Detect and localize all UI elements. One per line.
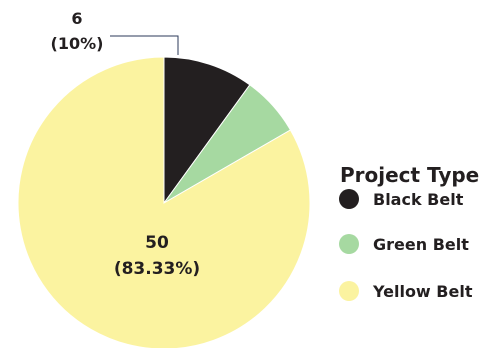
legend: Project Type Black Belt Green Belt Yello… [339,163,479,301]
pie-slices [17,56,311,348]
black-belt-value-label: 6 [71,9,82,28]
legend-swatch-green-belt [339,234,359,254]
yellow-belt-percent-label: (83.33%) [114,259,200,279]
legend-label-yellow-belt: Yellow Belt [372,282,473,301]
black-belt-leader-line [110,35,179,55]
legend-label-green-belt: Green Belt [373,235,469,254]
pie-slice-yellow-belt [17,56,311,348]
legend-title: Project Type [340,163,479,187]
yellow-belt-value-label: 50 [145,233,169,253]
legend-swatch-black-belt [339,189,359,209]
legend-label-black-belt: Black Belt [373,190,464,209]
black-belt-percent-label: (10%) [51,34,104,53]
legend-swatch-yellow-belt [339,281,359,301]
pie-slice-black-belt [163,56,251,205]
